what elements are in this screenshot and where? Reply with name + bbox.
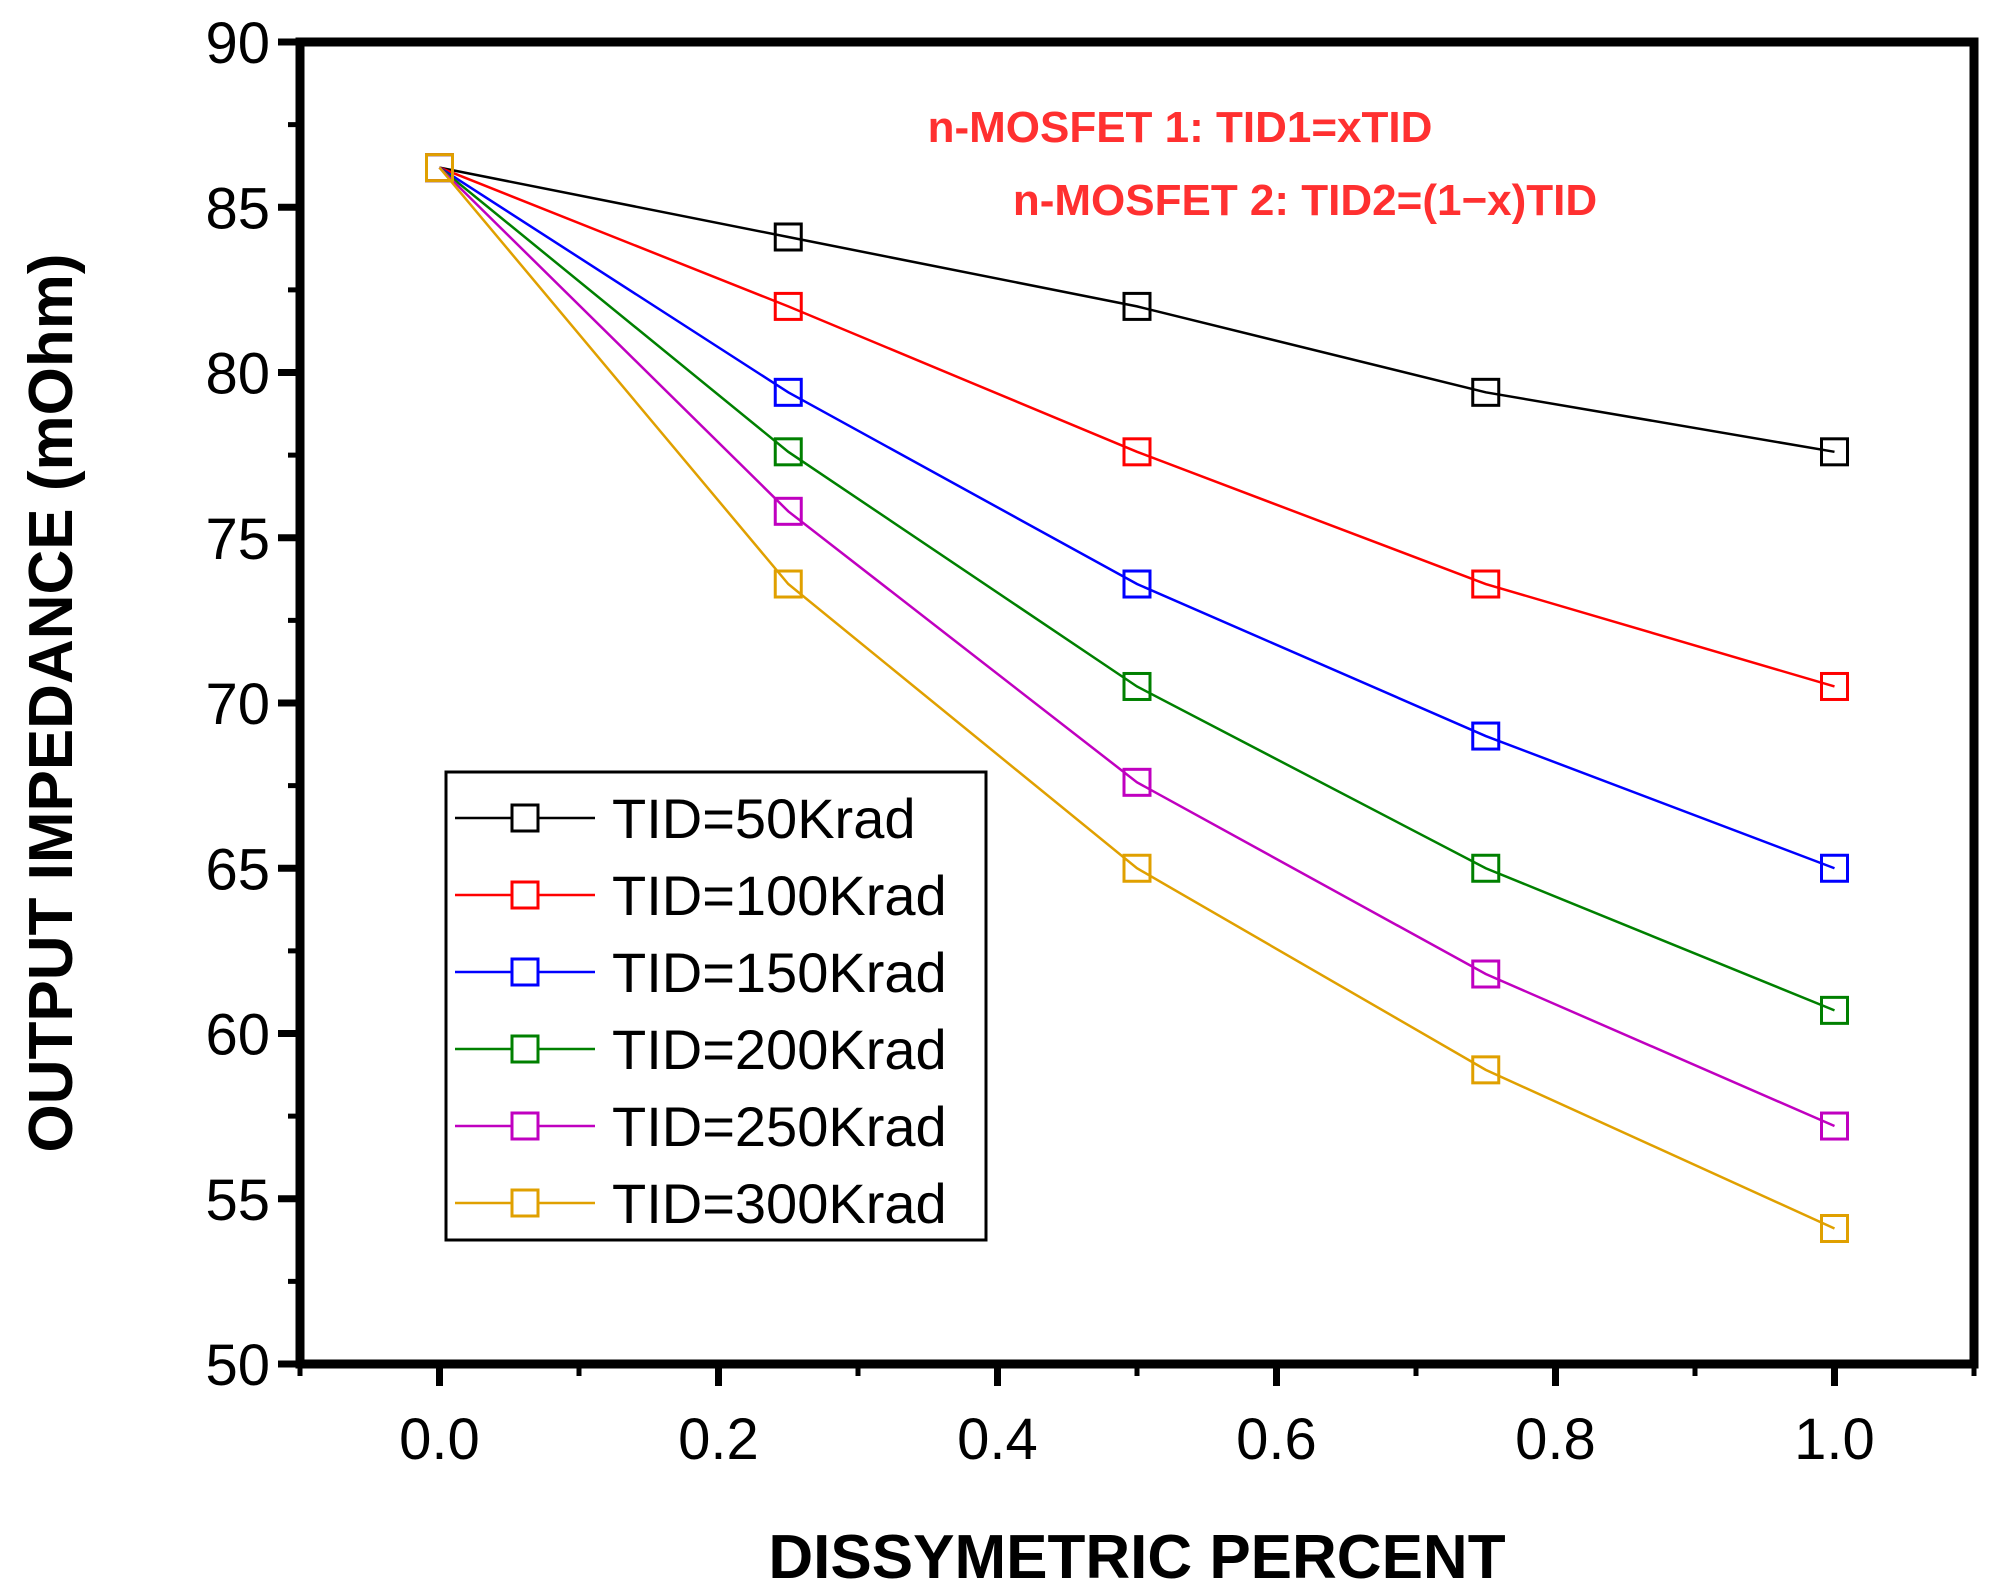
series-line bbox=[439, 166, 1835, 688]
x-tick-label: 1.0 bbox=[1794, 1407, 1875, 1472]
legend-label: TID=50Krad bbox=[612, 787, 916, 850]
y-tick-label: 70 bbox=[205, 672, 270, 737]
legend-label: TID=200Krad bbox=[612, 1018, 947, 1081]
data-point bbox=[773, 437, 803, 467]
data-point bbox=[773, 569, 803, 599]
data-point bbox=[1820, 437, 1849, 467]
axis-ticks bbox=[278, 38, 1977, 1386]
y-tick-label: 60 bbox=[205, 1003, 270, 1068]
y-tick-label: 55 bbox=[205, 1168, 270, 1233]
legend-label: TID=300Krad bbox=[612, 1172, 947, 1235]
data-point bbox=[773, 291, 803, 321]
data-point bbox=[1122, 291, 1152, 321]
x-axis-title: DISSYMETRIC PERCENT bbox=[768, 1523, 1505, 1589]
legend-item: TID=100Krad bbox=[455, 864, 947, 927]
series-2 bbox=[425, 153, 1849, 701]
x-tick-label: 0.4 bbox=[957, 1407, 1038, 1472]
data-point bbox=[1471, 1055, 1501, 1085]
y-tick-label: 90 bbox=[205, 11, 270, 76]
legend-marker bbox=[510, 1188, 540, 1218]
data-point bbox=[1122, 569, 1152, 599]
legend-label: TID=100Krad bbox=[612, 864, 947, 927]
data-point bbox=[1471, 377, 1501, 407]
series-layer bbox=[425, 153, 1849, 1243]
series-line bbox=[438, 166, 1835, 1012]
legend-item: TID=150Krad bbox=[455, 941, 947, 1004]
legend-item: TID=200Krad bbox=[455, 1018, 947, 1081]
legend-marker bbox=[510, 1111, 540, 1141]
series-line bbox=[439, 166, 1835, 454]
x-tick-label: 0.8 bbox=[1515, 1407, 1596, 1472]
legend-box bbox=[444, 770, 988, 1242]
y-tick-label: 50 bbox=[205, 1333, 270, 1398]
data-point bbox=[1122, 671, 1152, 701]
data-point bbox=[1820, 1111, 1849, 1141]
legend-marker bbox=[510, 803, 540, 833]
legend-item: TID=300Krad bbox=[455, 1172, 947, 1235]
legend-marker bbox=[510, 880, 540, 910]
legend-item: TID=50Krad bbox=[455, 787, 916, 850]
data-point bbox=[1122, 767, 1152, 797]
series-line bbox=[438, 166, 1836, 1230]
data-point bbox=[1471, 853, 1501, 883]
data-point bbox=[1820, 853, 1849, 883]
x-tick-label: 0.0 bbox=[399, 1407, 480, 1472]
y-tick-label: 65 bbox=[205, 837, 270, 902]
y-tick-label: 80 bbox=[205, 342, 270, 407]
series-line bbox=[438, 166, 1835, 1128]
x-tick-label: 0.6 bbox=[1236, 1407, 1317, 1472]
annotation-mosfet-2: n-MOSFET 2: TID2=(1−x)TID bbox=[1013, 176, 1597, 225]
legend-marker bbox=[510, 957, 540, 987]
legend-label: TID=150Krad bbox=[612, 941, 947, 1004]
axis-tick-labels: 0.0 0.2 0.4 0.6 0.8 1.0 50 55 60 65 70 75 80 85 90 bbox=[205, 11, 1874, 1472]
data-point bbox=[773, 222, 803, 252]
data-point bbox=[1820, 671, 1849, 701]
data-point bbox=[1471, 569, 1501, 599]
legend: TID=50Krad TID=100Krad TID=150Krad TID=200K… bbox=[444, 770, 988, 1242]
data-point bbox=[1820, 1213, 1849, 1243]
data-point bbox=[1820, 995, 1849, 1025]
x-tick-label: 0.2 bbox=[678, 1407, 759, 1472]
series-6 bbox=[425, 153, 1849, 1243]
legend-item: TID=250Krad bbox=[455, 1095, 947, 1158]
annotation-mosfet-1: n-MOSFET 1: TID1=xTID bbox=[928, 103, 1433, 152]
data-point bbox=[773, 377, 803, 407]
data-point bbox=[773, 496, 803, 526]
y-tick-label: 85 bbox=[205, 176, 270, 241]
data-point bbox=[1471, 721, 1501, 751]
data-point bbox=[425, 153, 454, 183]
data-point bbox=[1122, 437, 1152, 467]
series-line bbox=[438, 166, 1835, 870]
data-point bbox=[1122, 853, 1152, 883]
y-axis-title: OUTPUT IMPEDANCE (mOhm) bbox=[17, 254, 86, 1153]
data-point bbox=[1471, 959, 1501, 989]
legend-label: TID=250Krad bbox=[612, 1095, 947, 1158]
y-tick-label: 75 bbox=[205, 507, 270, 572]
legend-marker bbox=[510, 1034, 540, 1064]
